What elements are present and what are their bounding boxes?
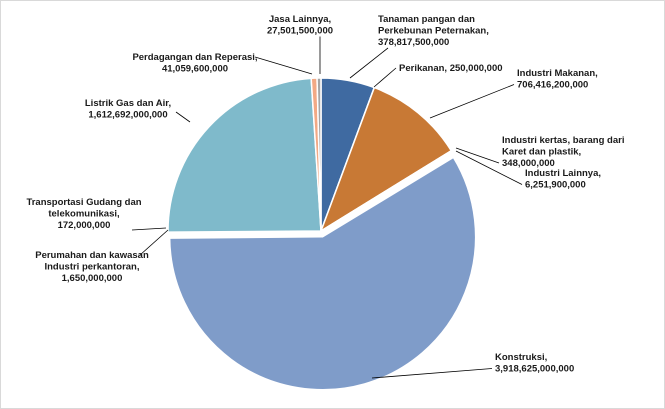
leader-line-transportasi-gudang-dan-telekomunikasi — [131, 227, 167, 231]
pie-slice-listrik-gas-dan-air — [167, 77, 322, 233]
data-label-konstruksi: Konstruksi, 3,918,625,000,000 — [495, 352, 574, 375]
leader-line-industri-kertas-barang-dari-karet-dan-plastik — [455, 147, 500, 164]
data-label-jasa-lainnya: Jasa Lainnya, 27,501,500,000 — [267, 14, 333, 37]
leader-line-tanaman-pangan-dan-perkebunan-peternakan — [349, 47, 389, 79]
leader-line-konstruksi — [371, 368, 493, 379]
pie-slice-industri-lainnya — [320, 149, 453, 232]
leader-line-industri-makanan — [429, 84, 515, 119]
pie-slice-konstruksi — [168, 156, 477, 391]
data-labels: Tanaman pangan dan Perkebunan Peternakan,… — [26, 14, 624, 375]
leader-line-listrik-gas-dan-air — [175, 111, 191, 123]
data-label-listrik-gas-dan-air: Listrik Gas dan Air, 1,612,692,000,000 — [85, 98, 171, 121]
pie-slices — [167, 77, 477, 391]
pie-slice-industri-makanan — [319, 86, 453, 233]
pie-slice-jasa-lainnya — [316, 77, 322, 232]
data-label-perumahan-dan-kawasan-industri-perkantoran: Perumahan dan kawasan Industri perkantora… — [35, 250, 149, 284]
leader-line-industri-lainnya — [455, 150, 523, 185]
leader-line-perdagangan-dan-reperasi — [254, 56, 313, 75]
data-label-perdagangan-dan-reperasi: Perdagangan dan Reperasi, 41,059,600,000 — [132, 52, 257, 75]
leader-line-perikanan — [373, 67, 397, 88]
leader-lines — [131, 36, 523, 379]
data-label-industri-lainnya: Industri Lainnya, 6,251,900,000 — [525, 168, 601, 191]
data-label-perikanan: Perikanan, 250,000,000 — [399, 63, 503, 74]
leader-line-perumahan-dan-kawasan-industri-perkantoran — [139, 229, 169, 256]
data-label-industri-makanan: Industri Makanan, 706,416,200,000 — [517, 68, 598, 91]
data-label-transportasi-gudang-dan-telekomunikasi: Transportasi Gudang dan telekomunikasi, 17… — [26, 197, 141, 231]
data-label-industri-kertas-barang-dari-karet-dan-plastik: Industri kertas, barang dari Karet dan pl… — [502, 135, 624, 169]
data-label-tanaman-pangan-dan-perkebunan-peternakan: Tanaman pangan dan Perkebunan Peternakan,… — [378, 14, 489, 48]
